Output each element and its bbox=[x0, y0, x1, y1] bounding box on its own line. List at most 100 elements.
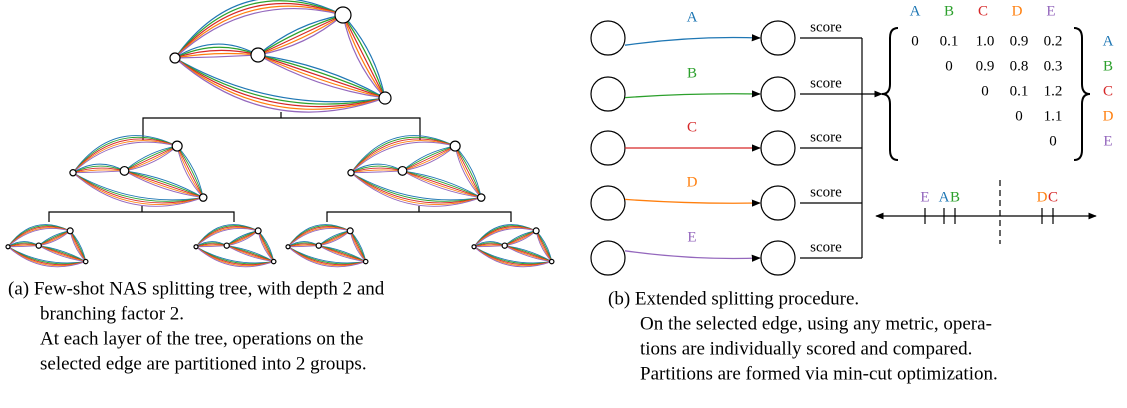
graph-node bbox=[66, 227, 74, 235]
graph-node bbox=[315, 242, 322, 249]
operation-edge bbox=[38, 230, 71, 247]
operation-edge bbox=[504, 245, 552, 263]
score-tick-label: E bbox=[920, 189, 929, 205]
matrix-cell: 0 bbox=[1049, 133, 1057, 149]
graph-node bbox=[334, 6, 352, 24]
operation-edge bbox=[257, 54, 386, 99]
operation-edge bbox=[174, 0, 344, 59]
operation-edge bbox=[473, 246, 552, 268]
graph-node bbox=[223, 242, 230, 249]
matrix-cell: 1.0 bbox=[976, 33, 995, 49]
operation-edge bbox=[342, 14, 386, 99]
operation-edge bbox=[257, 14, 344, 56]
operation-edge bbox=[124, 170, 204, 198]
operation-edge bbox=[350, 141, 456, 174]
operation-edge bbox=[7, 228, 71, 248]
operation-edge bbox=[226, 245, 274, 263]
operation-edge bbox=[72, 172, 204, 207]
operation-label: C bbox=[687, 119, 697, 135]
operation-edge bbox=[257, 54, 386, 99]
operation-arrow bbox=[624, 90, 761, 99]
operation-edge bbox=[72, 172, 204, 206]
source-node bbox=[590, 20, 626, 56]
matrix-row-header: D bbox=[1103, 108, 1114, 124]
caption-line: branching factor 2. bbox=[40, 303, 184, 324]
operation-edge bbox=[350, 135, 456, 174]
operation-edge bbox=[342, 14, 386, 99]
operation-edge bbox=[38, 245, 86, 263]
operation-edge bbox=[174, 52, 259, 59]
matrix-cell: 0.9 bbox=[976, 58, 995, 74]
matrix-cell: 0 bbox=[945, 58, 953, 74]
operation-edge bbox=[72, 140, 178, 174]
target-node bbox=[760, 130, 796, 166]
source-node bbox=[590, 76, 626, 112]
score-label: score bbox=[810, 129, 842, 145]
right-brace bbox=[1073, 27, 1091, 161]
score-tick-label: C bbox=[1048, 189, 1058, 205]
operation-edge bbox=[174, 57, 386, 113]
score-tick-label: A bbox=[939, 189, 950, 205]
operation-edge bbox=[124, 170, 204, 198]
graph-node bbox=[169, 52, 181, 64]
target-node bbox=[760, 20, 796, 56]
score-label: score bbox=[810, 75, 842, 91]
operation-edge bbox=[174, 2, 344, 59]
operation-arrow bbox=[624, 34, 761, 46]
matrix-cell: 0.1 bbox=[940, 33, 959, 49]
operation-edge bbox=[72, 172, 204, 204]
operation-edge bbox=[72, 138, 178, 174]
operation-edge bbox=[350, 140, 456, 174]
matrix-cell: 0 bbox=[981, 83, 989, 99]
operation-edge bbox=[287, 228, 351, 248]
graph-node bbox=[254, 227, 262, 235]
matrix-cell: 0.8 bbox=[1010, 58, 1029, 74]
target-node bbox=[760, 76, 796, 112]
graph-node bbox=[285, 244, 291, 250]
operation-edge bbox=[402, 170, 482, 199]
matrix-cell: 0.9 bbox=[1010, 33, 1029, 49]
matrix-cell: 0 bbox=[911, 33, 919, 49]
operation-edge bbox=[72, 136, 178, 174]
graph-node bbox=[171, 140, 183, 152]
operation-edge bbox=[350, 172, 482, 207]
operation-edge bbox=[257, 54, 386, 99]
operation-edge bbox=[174, 57, 386, 110]
matrix-col-header: E bbox=[1046, 3, 1055, 19]
source-node bbox=[590, 130, 626, 166]
score-tick-label: B bbox=[950, 189, 960, 205]
score-tick-label: D bbox=[1037, 189, 1048, 205]
operation-edge bbox=[350, 172, 482, 206]
operation-edge bbox=[7, 246, 86, 268]
caption-line: (a) Few-shot NAS splitting tree, with de… bbox=[8, 278, 385, 299]
operation-edge bbox=[342, 14, 386, 99]
matrix-col-header: B bbox=[944, 3, 954, 19]
operation-edge bbox=[72, 172, 204, 201]
operation-arrow bbox=[624, 198, 761, 207]
operation-edge bbox=[124, 145, 178, 172]
graph-node bbox=[270, 258, 277, 265]
graph-node bbox=[193, 244, 199, 250]
target-node bbox=[760, 240, 796, 276]
operation-edge bbox=[402, 170, 482, 198]
operation-label: D bbox=[687, 174, 698, 190]
matrix-row-header: A bbox=[1103, 33, 1114, 49]
caption-line: Partitions are formed via min-cut optimi… bbox=[640, 363, 998, 384]
matrix-row-header: B bbox=[1103, 58, 1113, 74]
operation-edge bbox=[72, 172, 204, 202]
operation-edge bbox=[174, 5, 344, 59]
operation-edge bbox=[174, 54, 259, 59]
operation-edge bbox=[402, 145, 456, 172]
caption-line: At each layer of the tree, operations on… bbox=[40, 328, 363, 349]
operation-label: E bbox=[687, 229, 696, 245]
matrix-col-header: D bbox=[1012, 3, 1023, 19]
operation-edge bbox=[257, 54, 386, 99]
caption-line: (b) Extended splitting procedure. bbox=[608, 288, 859, 309]
operation-edge bbox=[124, 170, 204, 198]
target-node bbox=[760, 185, 796, 221]
graph-node bbox=[532, 227, 540, 235]
source-node bbox=[590, 240, 626, 276]
matrix-col-header: C bbox=[978, 3, 988, 19]
operation-edge bbox=[174, 57, 386, 105]
